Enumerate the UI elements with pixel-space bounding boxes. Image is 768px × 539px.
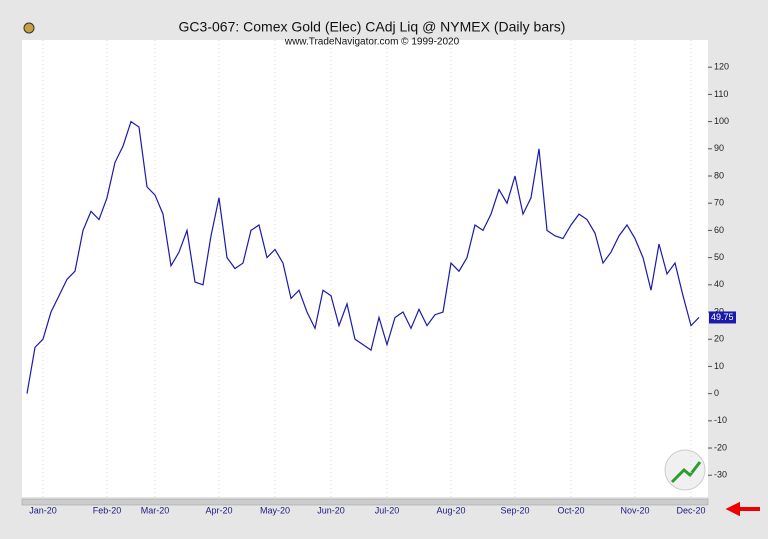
y-tick-label: 100 <box>714 116 729 126</box>
y-tick-label: 120 <box>714 62 729 72</box>
x-tick-label: Jan-20 <box>29 505 57 515</box>
last-value-box <box>709 311 736 324</box>
y-tick-label: -10 <box>714 415 727 425</box>
y-tick-label: 90 <box>714 143 724 153</box>
x-tick-label: May-20 <box>260 505 290 515</box>
logo <box>23 22 35 34</box>
x-tick-label: Nov-20 <box>620 505 649 515</box>
x-tick-label: Dec-20 <box>676 505 705 515</box>
y-tick-label: 30 <box>714 306 724 316</box>
last-value-label: 49.75 <box>711 312 734 322</box>
x-tick-label: Jun-20 <box>317 505 345 515</box>
y-tick-label: 110 <box>714 89 728 99</box>
y-tick-label: 40 <box>714 279 724 289</box>
price-line <box>26 120 700 394</box>
y-tick-label: 0 <box>714 388 719 398</box>
y-tick-label: 80 <box>714 170 724 180</box>
x-tick-label: Oct-20 <box>557 505 584 515</box>
plot-area <box>22 40 708 497</box>
y-tick-label: -30 <box>714 470 727 480</box>
y-tick-label: 10 <box>714 361 724 371</box>
x-tick-label: Aug-20 <box>436 505 465 515</box>
x-tick-label: Jul-20 <box>375 505 400 515</box>
y-tick-label: 70 <box>714 198 724 208</box>
x-tick-label: Mar-20 <box>141 505 170 515</box>
y-tick-label: 60 <box>714 225 724 235</box>
y-tick-label: -20 <box>714 442 727 452</box>
x-tick-label: Apr-20 <box>205 505 232 515</box>
time-strip <box>21 498 709 506</box>
y-tick-label: 20 <box>714 334 724 344</box>
y-tick-label: 50 <box>714 252 724 262</box>
chart-subtitle: www.TradeNavigator.com © 1999-2020 <box>284 37 460 48</box>
x-tick-label: Sep-20 <box>500 505 529 515</box>
scroll-arrow[interactable] <box>725 501 760 517</box>
badge-icon <box>670 461 702 484</box>
chart-title: GC3-067: Comex Gold (Elec) CAdj Liq @ NY… <box>179 19 566 35</box>
x-tick-label: Feb-20 <box>93 505 122 515</box>
